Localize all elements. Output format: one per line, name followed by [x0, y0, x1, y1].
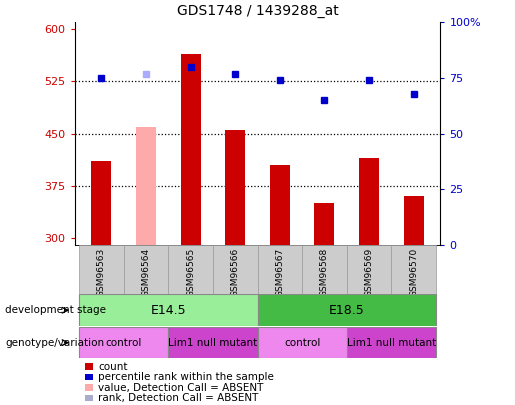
Bar [85, 374, 93, 380]
Bar [258, 294, 436, 326]
Bar [359, 158, 379, 245]
Bar [85, 363, 93, 370]
Bar [85, 395, 93, 401]
Text: rank, Detection Call = ABSENT: rank, Detection Call = ABSENT [98, 393, 259, 403]
Text: GSM96566: GSM96566 [231, 247, 239, 297]
Title: GDS1748 / 1439288_at: GDS1748 / 1439288_at [177, 4, 338, 19]
Text: value, Detection Call = ABSENT: value, Detection Call = ABSENT [98, 383, 264, 392]
Text: count: count [98, 362, 128, 371]
Bar [258, 327, 347, 358]
Text: E14.5: E14.5 [150, 304, 186, 317]
Bar [270, 165, 290, 245]
Bar [79, 327, 168, 358]
Bar [85, 384, 93, 391]
Text: percentile rank within the sample: percentile rank within the sample [98, 372, 274, 382]
Bar [213, 245, 258, 294]
Text: Lim1 null mutant: Lim1 null mutant [347, 338, 436, 347]
Bar [347, 245, 391, 294]
Bar [79, 294, 258, 326]
Text: GSM96568: GSM96568 [320, 247, 329, 297]
Text: development stage: development stage [5, 305, 106, 315]
Text: control: control [284, 338, 320, 347]
Bar [136, 127, 156, 245]
Text: GSM96565: GSM96565 [186, 247, 195, 297]
Bar [181, 53, 201, 245]
Text: GSM96564: GSM96564 [142, 247, 150, 296]
Text: GSM96567: GSM96567 [276, 247, 284, 297]
Bar [391, 245, 436, 294]
Bar [168, 245, 213, 294]
Bar [347, 327, 436, 358]
Bar [124, 245, 168, 294]
Text: genotype/variation: genotype/variation [5, 338, 104, 347]
Bar [91, 162, 111, 245]
Text: GSM96570: GSM96570 [409, 247, 418, 297]
Bar [79, 245, 124, 294]
Text: control: control [106, 338, 142, 347]
Bar [225, 130, 245, 245]
Bar [168, 327, 258, 358]
Bar [404, 196, 424, 245]
Text: Lim1 null mutant: Lim1 null mutant [168, 338, 258, 347]
Text: GSM96563: GSM96563 [97, 247, 106, 297]
Bar [314, 203, 334, 245]
Bar [258, 245, 302, 294]
Text: GSM96569: GSM96569 [365, 247, 373, 297]
Bar [302, 245, 347, 294]
Text: E18.5: E18.5 [329, 304, 365, 317]
